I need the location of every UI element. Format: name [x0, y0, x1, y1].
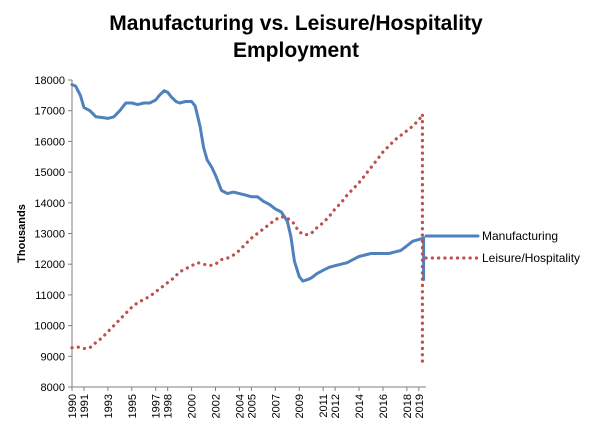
x-tick-label: 2007 [270, 394, 282, 418]
x-tick-label: 1991 [79, 394, 91, 418]
x-tick-label: 1997 [151, 394, 163, 418]
x-tick-label: 2009 [294, 394, 306, 418]
y-tick-label: 18000 [34, 75, 65, 87]
y-axis-ticks: 8000 9000 10000 11000 12000 13000 14000 15000 16… [34, 75, 72, 394]
x-tick-label: 1990 [67, 394, 79, 418]
series-line-manufacturing [70, 83, 426, 283]
y-tick-label: 12000 [34, 259, 65, 271]
y-tick-label: 10000 [34, 321, 65, 333]
y-tick-label: 14000 [34, 198, 65, 210]
x-tick-label: 1995 [127, 394, 139, 418]
x-tick-label: 2000 [187, 394, 199, 418]
series-line-leisure-hospitality [70, 113, 424, 351]
chart-title-line1: Manufacturing vs. Leisure/Hospitality [109, 12, 483, 35]
x-tick-label: 1993 [103, 394, 115, 418]
x-tick-label: 2011 [318, 394, 330, 418]
x-tick-label: 2012 [330, 394, 342, 418]
x-tick-label: 2016 [378, 394, 390, 418]
x-tick-label: 2014 [354, 394, 366, 418]
x-axis-ticks: 1990 1991 1993 1995 1997 1998 2000 2002 2004 2005… [67, 387, 426, 418]
y-tick-label: 8000 [41, 382, 65, 394]
legend-label-leisure-hospitality: Leisure/Hospitality [482, 251, 580, 265]
x-tick-label: 2004 [234, 394, 246, 418]
y-tick-label: 11000 [35, 290, 65, 302]
y-tick-label: 17000 [34, 106, 65, 118]
y-axis-title: Thousands [16, 204, 28, 263]
series-group [70, 83, 426, 365]
y-tick-label: 16000 [34, 136, 65, 148]
legend-label-manufacturing: Manufacturing [482, 229, 558, 243]
x-tick-label: 2002 [211, 394, 223, 418]
chart-title-line2: Employment [232, 39, 360, 62]
y-tick-label: 13000 [34, 229, 65, 241]
x-tick-label: 2019 [414, 394, 426, 418]
chart-title: Manufacturing vs. Leisure/Hospitality Em… [0, 10, 592, 64]
x-tick-label: 2005 [246, 394, 258, 418]
y-tick-label: 9000 [41, 351, 65, 363]
x-tick-label: 1998 [163, 394, 175, 418]
x-tick-label: 2018 [402, 394, 414, 418]
y-tick-label: 15000 [34, 167, 65, 179]
legend: Manufacturing Leisure/Hospitality [424, 229, 580, 265]
